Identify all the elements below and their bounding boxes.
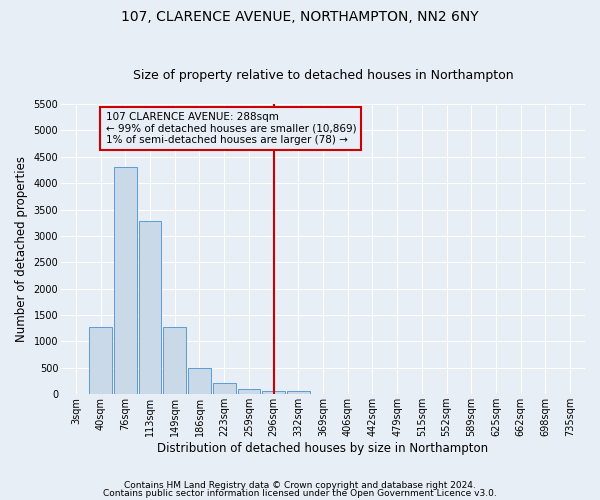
Bar <box>163 326 186 394</box>
Text: Contains HM Land Registry data © Crown copyright and database right 2024.: Contains HM Land Registry data © Crown c… <box>124 481 476 490</box>
Bar <box>139 221 161 394</box>
Title: Size of property relative to detached houses in Northampton: Size of property relative to detached ho… <box>133 69 514 82</box>
Text: 107 CLARENCE AVENUE: 288sqm
← 99% of detached houses are smaller (10,869)
1% of : 107 CLARENCE AVENUE: 288sqm ← 99% of det… <box>106 112 356 145</box>
Bar <box>114 168 137 394</box>
Bar <box>238 390 260 394</box>
Bar <box>188 368 211 394</box>
Bar <box>287 392 310 394</box>
X-axis label: Distribution of detached houses by size in Northampton: Distribution of detached houses by size … <box>157 442 488 455</box>
Y-axis label: Number of detached properties: Number of detached properties <box>15 156 28 342</box>
Bar <box>262 391 285 394</box>
Bar <box>213 382 236 394</box>
Text: Contains public sector information licensed under the Open Government Licence v3: Contains public sector information licen… <box>103 488 497 498</box>
Bar <box>89 327 112 394</box>
Text: 107, CLARENCE AVENUE, NORTHAMPTON, NN2 6NY: 107, CLARENCE AVENUE, NORTHAMPTON, NN2 6… <box>121 10 479 24</box>
